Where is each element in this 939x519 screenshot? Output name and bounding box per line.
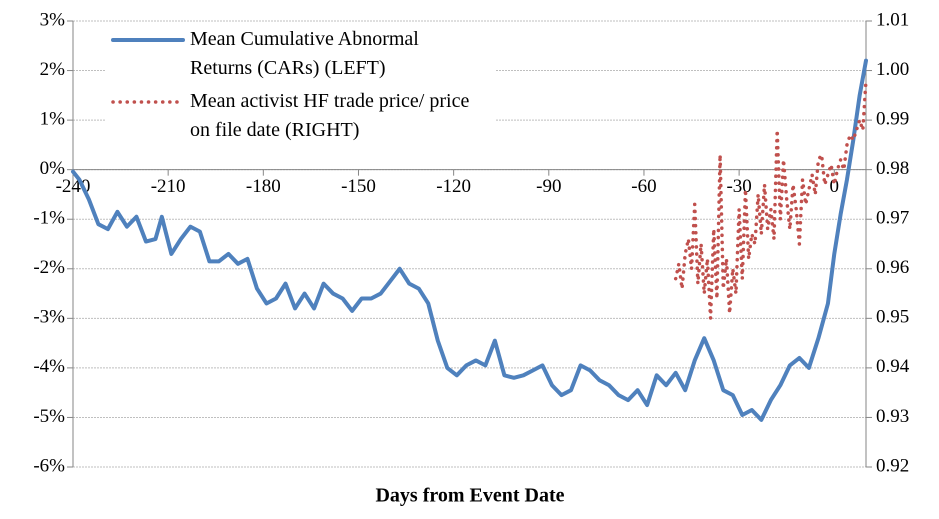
y-tick-label: -6% <box>33 455 65 476</box>
legend-background <box>105 24 495 156</box>
y2-tick-label: 0.94 <box>876 356 910 377</box>
y-tick-label: -2% <box>33 257 65 278</box>
y2-tick-label: 1.00 <box>876 59 909 80</box>
legend-label: Mean activist HF trade price/ price on f… <box>190 90 470 141</box>
y-tick-label: -4% <box>33 356 65 377</box>
y-tick-label: -1% <box>33 208 65 229</box>
y2-tick-label: 0.97 <box>876 208 909 229</box>
series-line <box>71 58 868 422</box>
y2-tick-label: 0.93 <box>876 406 909 427</box>
y-tick-label: -5% <box>33 406 65 427</box>
y2-tick-label: 0.98 <box>876 158 909 179</box>
x-tick-label: -30 <box>726 176 751 197</box>
y2-tick-label: 0.95 <box>876 307 909 328</box>
y2-tick-label: 1.01 <box>876 9 909 30</box>
y2-tick-label: 0.96 <box>876 257 909 278</box>
x-tick-label: -90 <box>536 176 561 197</box>
y2-tick-label: 0.92 <box>876 455 909 476</box>
x-tick-label: -210 <box>151 176 186 197</box>
x-tick-label: -120 <box>436 176 471 197</box>
y-tick-label: 1% <box>40 108 66 129</box>
x-tick-label: -180 <box>246 176 281 197</box>
y-tick-label: 0% <box>40 158 66 179</box>
x-tick-label: -60 <box>631 176 656 197</box>
y2-tick-label: 0.99 <box>876 108 909 129</box>
x-axis-label: Days from Event Date <box>375 485 564 507</box>
x-tick-label: 0 <box>830 176 840 197</box>
series-line <box>673 78 868 321</box>
y-tick-label: 2% <box>40 59 66 80</box>
y-tick-label: -3% <box>33 307 65 328</box>
y-tick-label: 3% <box>40 9 66 30</box>
x-tick-label: -150 <box>341 176 376 197</box>
legend-label: Mean Cumulative Abnormal Returns (CARs) … <box>190 28 419 79</box>
